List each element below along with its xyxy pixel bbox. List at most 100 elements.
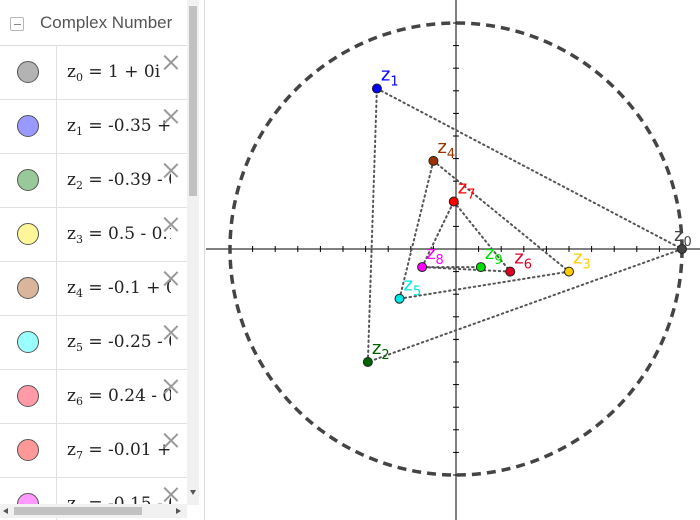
point-z8 bbox=[417, 262, 428, 273]
point-z4 bbox=[428, 155, 439, 166]
var-value: -0.39 - 0.5i bbox=[108, 170, 171, 190]
point-label-z2: z2 bbox=[372, 338, 390, 363]
scroll-right-icon[interactable] bbox=[176, 508, 181, 514]
vertical-scroll-thumb[interactable] bbox=[189, 6, 197, 196]
visibility-toggle-z2[interactable] bbox=[17, 169, 39, 191]
collapse-icon[interactable] bbox=[10, 17, 24, 31]
var-value: -0.25 - 0.22i bbox=[108, 332, 171, 352]
var-value: -0.1 + 0.39i bbox=[108, 278, 171, 298]
point-z6 bbox=[505, 266, 516, 277]
swatch-cell bbox=[0, 424, 57, 477]
algebra-row-z7[interactable]: z7 = -0.01 + 0.21i bbox=[0, 424, 187, 478]
expression-z6[interactable]: z6 = 0.24 - 0.1i bbox=[67, 386, 171, 408]
visibility-toggle-z7[interactable] bbox=[17, 439, 39, 461]
var-name: z bbox=[67, 440, 76, 460]
scroll-down-icon[interactable] bbox=[190, 490, 196, 495]
point-z0 bbox=[677, 244, 687, 254]
var-name: z bbox=[67, 386, 76, 406]
point-z3 bbox=[564, 266, 574, 277]
delete-icon[interactable] bbox=[163, 432, 179, 448]
delete-icon[interactable] bbox=[163, 270, 179, 286]
algebra-row-z4[interactable]: z4 = -0.1 + 0.39i bbox=[0, 262, 187, 316]
var-subscript: 6 bbox=[75, 395, 83, 408]
delete-icon[interactable] bbox=[163, 216, 179, 232]
visibility-toggle-z6[interactable] bbox=[17, 385, 39, 407]
swatch-cell bbox=[0, 100, 57, 153]
swatch-cell bbox=[0, 370, 57, 423]
algebra-row-z0[interactable]: z0 = 1 + 0i bbox=[0, 46, 187, 100]
visibility-toggle-z1[interactable] bbox=[17, 115, 39, 137]
var-subscript: 5 bbox=[75, 341, 83, 354]
var-name: z bbox=[67, 62, 76, 82]
var-subscript: 2 bbox=[75, 179, 83, 192]
delete-icon[interactable] bbox=[163, 108, 179, 124]
var-value: -0.01 + 0.21i bbox=[108, 440, 171, 460]
algebra-row-z6[interactable]: z6 = 0.24 - 0.1i bbox=[0, 370, 187, 424]
delete-icon[interactable] bbox=[163, 486, 179, 502]
point-label-z5: z5 bbox=[404, 275, 422, 300]
expression-z0[interactable]: z0 = 1 + 0i bbox=[67, 62, 161, 84]
point-label-z9: z9 bbox=[485, 243, 503, 268]
delete-icon[interactable] bbox=[163, 378, 179, 394]
var-name: z bbox=[67, 116, 76, 136]
visibility-toggle-z4[interactable] bbox=[17, 277, 39, 299]
var-subscript: 7 bbox=[75, 449, 83, 462]
swatch-cell bbox=[0, 154, 57, 207]
var-subscript: 3 bbox=[75, 233, 83, 246]
var-value: -0.35 + 0.71i bbox=[108, 116, 171, 136]
vertical-scrollbar[interactable] bbox=[187, 0, 199, 505]
point-z9 bbox=[475, 262, 486, 273]
expression-z7[interactable]: z7 = -0.01 + 0.21i bbox=[67, 440, 171, 462]
algebra-list: z0 = 1 + 0i z1 = -0.35 + 0.71i z2 = -0.3… bbox=[0, 46, 187, 520]
complex-plane-canvas[interactable]: z0 z1 z2 z3 z4 z5 z6 z7 z8 z9 bbox=[206, 0, 700, 520]
point-z2 bbox=[362, 357, 373, 367]
var-subscript: 0 bbox=[75, 71, 83, 84]
var-subscript: 1 bbox=[75, 125, 83, 138]
point-label-z3: z3 bbox=[573, 248, 591, 273]
point-z7 bbox=[448, 196, 459, 207]
point-label-z4: z4 bbox=[437, 137, 455, 162]
point-label-z8: z8 bbox=[426, 243, 444, 268]
graphics-view[interactable]: z0 z1 z2 z3 z4 z5 z6 z7 z8 z9 bbox=[206, 0, 700, 520]
point-label-z0: z0 bbox=[674, 225, 692, 250]
var-value: 0.5 - 0.1i bbox=[108, 224, 171, 244]
horizontal-scroll-thumb[interactable] bbox=[14, 507, 142, 515]
triangle-edge bbox=[366, 248, 683, 363]
triangle-edge bbox=[366, 87, 378, 363]
algebra-row-z1[interactable]: z1 = -0.35 + 0.71i bbox=[0, 100, 187, 154]
horizontal-scrollbar[interactable] bbox=[0, 504, 187, 518]
swatch-cell bbox=[0, 316, 57, 369]
var-name: z bbox=[67, 170, 76, 190]
triangle-edge bbox=[375, 87, 683, 250]
visibility-toggle-z0[interactable] bbox=[17, 61, 39, 83]
delete-icon[interactable] bbox=[163, 54, 179, 70]
algebra-row-z3[interactable]: z3 = 0.5 - 0.1i bbox=[0, 208, 187, 262]
expression-z1[interactable]: z1 = -0.35 + 0.71i bbox=[67, 116, 171, 138]
expression-z4[interactable]: z4 = -0.1 + 0.39i bbox=[67, 278, 171, 300]
scroll-left-icon[interactable] bbox=[3, 508, 8, 514]
algebra-row-z5[interactable]: z5 = -0.25 - 0.22i bbox=[0, 316, 187, 370]
var-value: 0.24 - 0.1i bbox=[108, 386, 171, 406]
swatch-cell bbox=[0, 262, 57, 315]
delete-icon[interactable] bbox=[163, 324, 179, 340]
algebra-header-title: Complex Number bbox=[40, 13, 173, 32]
algebra-view: Complex Number z0 = 1 + 0i z1 = -0.35 + … bbox=[0, 0, 205, 520]
var-subscript: 4 bbox=[75, 287, 83, 300]
triangle-edge bbox=[398, 159, 435, 300]
delete-icon[interactable] bbox=[163, 162, 179, 178]
expression-z2[interactable]: z2 = -0.39 - 0.5i bbox=[67, 170, 171, 192]
algebra-header: Complex Number bbox=[0, 0, 187, 46]
var-value: 1 + 0i bbox=[108, 62, 161, 82]
expression-z3[interactable]: z3 = 0.5 - 0.1i bbox=[67, 224, 171, 246]
triangle-edge bbox=[452, 200, 512, 273]
swatch-cell bbox=[0, 208, 57, 261]
var-name: z bbox=[67, 224, 76, 244]
algebra-row-z2[interactable]: z2 = -0.39 - 0.5i bbox=[0, 154, 187, 208]
point-z5 bbox=[394, 293, 405, 304]
visibility-toggle-z5[interactable] bbox=[17, 331, 39, 353]
visibility-toggle-z3[interactable] bbox=[17, 223, 39, 245]
point-label-z7: z7 bbox=[458, 178, 476, 203]
point-label-z1: z1 bbox=[381, 65, 399, 90]
expression-z5[interactable]: z5 = -0.25 - 0.22i bbox=[67, 332, 171, 354]
triangle-edge bbox=[432, 159, 570, 273]
